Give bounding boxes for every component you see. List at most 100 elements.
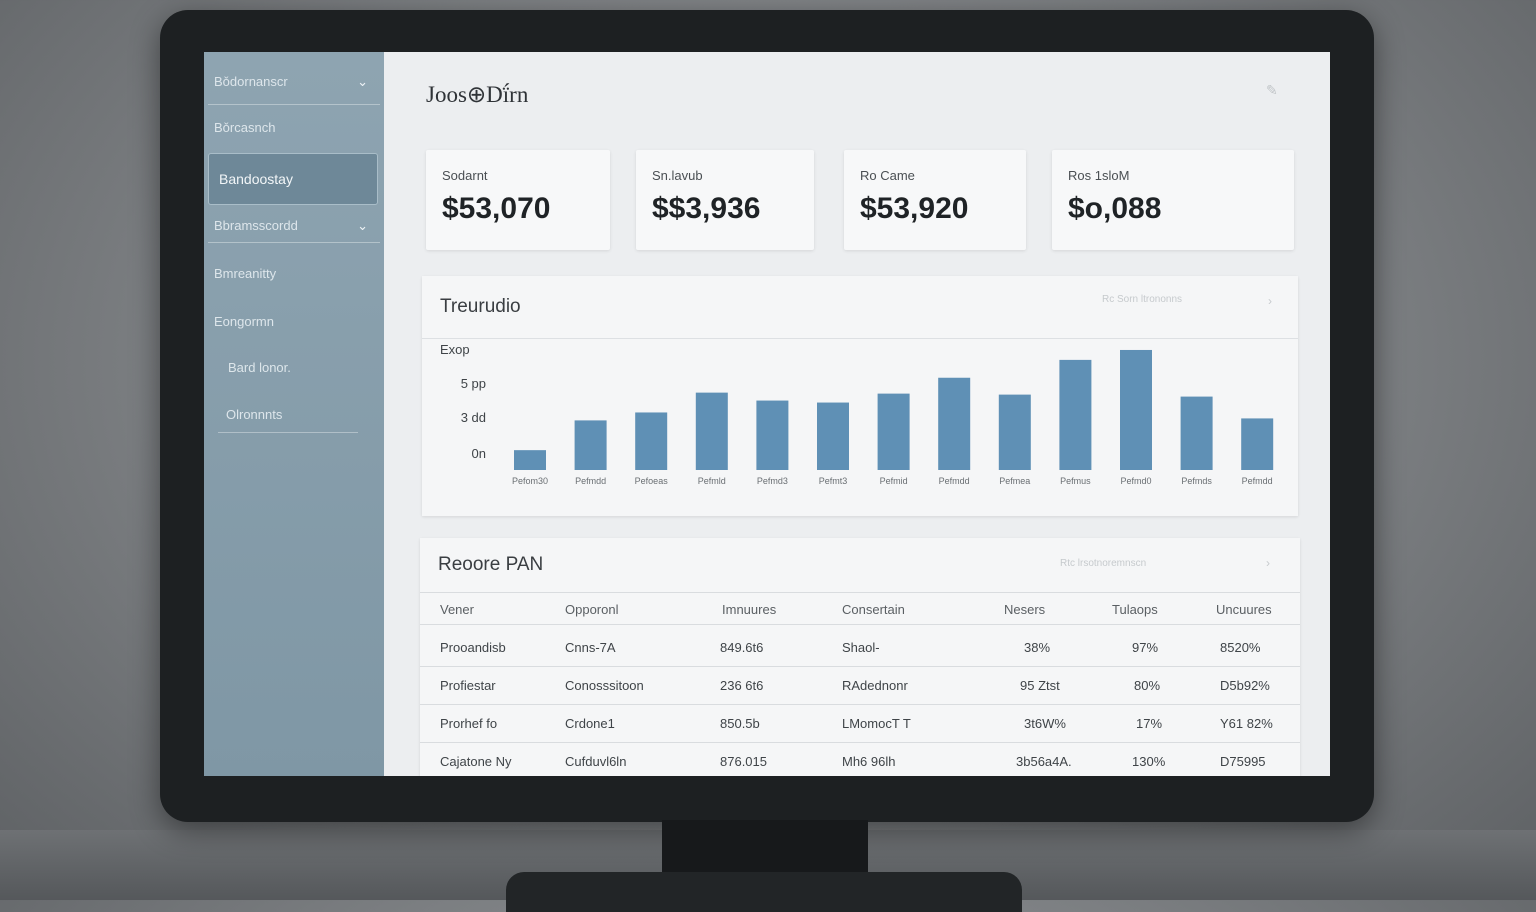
table-divider — [420, 666, 1300, 667]
x-tick-label: Pefmld — [698, 476, 726, 486]
column-header[interactable]: Imnuures — [722, 602, 777, 617]
table-cell: Shaol- — [842, 640, 880, 655]
bar — [1120, 349, 1152, 470]
sidebar-item-7[interactable]: Olronnnts — [226, 407, 394, 422]
bar — [817, 402, 849, 470]
kpi-value: $53,070 — [442, 192, 551, 225]
sidebar-divider — [218, 432, 358, 433]
y-tick-label: 3 dd — [461, 410, 486, 425]
y-tick-label: 5 pp — [461, 376, 486, 391]
chart-panel: Treurudio Rc Sorn ltrononns › Exop 5 pp 3 … — [422, 276, 1298, 516]
kpi-label: Ros 1sloM — [1068, 168, 1130, 183]
table-cell: 850.5b — [720, 716, 760, 731]
bar — [635, 412, 668, 470]
sidebar-item-label: Olronnnts — [226, 407, 283, 422]
bar — [1241, 418, 1274, 470]
column-header[interactable]: Opporonl — [565, 602, 619, 617]
x-tick-label: Pefmdd — [575, 476, 606, 486]
bar — [574, 420, 607, 470]
chevron-down-icon: ⌄ — [357, 74, 368, 89]
kpi-card[interactable]: Ros 1sloM $o,088 — [1052, 150, 1294, 250]
chevron-right-icon[interactable]: › — [1268, 294, 1272, 308]
sidebar-item-0[interactable]: Bǒdornanscr ⌄ — [214, 74, 382, 89]
table-cell: Mh6 96lh — [842, 754, 896, 769]
sidebar-divider — [208, 104, 380, 105]
bar — [998, 394, 1031, 470]
table-cell: Cnns-7A — [565, 640, 616, 655]
x-tick-label: Pefoeas — [635, 476, 669, 486]
chart-title: Treurudio — [440, 296, 521, 317]
table-cell: 3b56a4A. — [1016, 754, 1072, 769]
column-header[interactable]: Uncuures — [1216, 602, 1272, 617]
sidebar-item-label: Eongormn — [214, 314, 274, 329]
monitor-stand-neck — [662, 820, 868, 878]
chart-filter-label[interactable]: Rc Sorn ltrononns — [1102, 294, 1183, 305]
table-cell: 17% — [1136, 716, 1163, 731]
sidebar-item-4[interactable]: Bmreanitty — [214, 266, 382, 281]
table-cell: 38% — [1024, 640, 1051, 655]
table-cell: 95 Ztst — [1020, 678, 1060, 693]
table-cell: Profiestar — [440, 678, 496, 693]
table-cell: 8520% — [1220, 640, 1261, 655]
chevron-right-icon[interactable]: › — [1266, 556, 1270, 570]
column-header[interactable]: Consertain — [842, 602, 905, 617]
chevron-down-icon: ⌄ — [357, 218, 368, 233]
sidebar-item-6[interactable]: Bard lonor. — [228, 360, 396, 375]
sidebar-item-label: Bmreanitty — [214, 266, 277, 281]
x-tick-label: Pefmdd — [1242, 476, 1273, 486]
table-divider — [420, 742, 1300, 743]
table-cell: Prooandisb — [440, 640, 506, 655]
kpi-value: $o,088 — [1068, 192, 1162, 225]
column-header[interactable]: Vener — [440, 602, 474, 617]
table-cell: Crdone1 — [565, 716, 615, 731]
table-panel: Reoore PAN Rtc lrsotnoremnscn › Vener Op… — [420, 538, 1300, 776]
table-cell: Cufduvl6ln — [565, 754, 627, 769]
kpi-value: $$3,936 — [652, 192, 761, 225]
kpi-label: Sodarnt — [442, 168, 488, 183]
table-divider — [420, 592, 1300, 593]
monitor-screen: Bǒdornanscr ⌄ Bǒrcasnch Bandoostay Bbram… — [204, 52, 1330, 776]
bar — [756, 400, 789, 470]
x-tick-label: Pefmid — [880, 476, 908, 486]
table-cell: 876.015 — [720, 754, 767, 769]
bar-chart: Exop 5 pp 3 dd 0n Pefom30 Pefmdd Pefoeas Pefmld… — [440, 342, 1274, 486]
x-tick-label: Pefmus — [1060, 476, 1091, 486]
sidebar-item-label: Bbramsscordd — [214, 218, 298, 233]
table-cell: 3t6W% — [1024, 716, 1066, 731]
table-title: Reoore PAN — [438, 554, 544, 575]
table-cell: 130% — [1132, 754, 1166, 769]
x-tick-label: Pefmd0 — [1120, 476, 1151, 486]
table-cell: Y61 82% — [1220, 716, 1273, 731]
x-tick-label: Pefmds — [1181, 476, 1212, 486]
monitor-stand-base — [506, 872, 1022, 912]
sidebar-item-1[interactable]: Bǒrcasnch — [214, 120, 382, 135]
table-filter-label[interactable]: Rtc lrsotnoremnscn — [1060, 558, 1147, 569]
x-tick-label: Pefmdd — [939, 476, 970, 486]
x-tick-label: Pefom30 — [512, 476, 548, 486]
table-cell: LMomocT T — [842, 716, 911, 731]
y-tick-label: 0n — [472, 446, 486, 461]
table-cell: RAdednonr — [842, 678, 908, 693]
column-header[interactable]: Nesers — [1004, 602, 1046, 617]
column-header[interactable]: Tulaops — [1112, 602, 1158, 617]
table-cell: D75995 — [1220, 754, 1266, 769]
bar — [1059, 359, 1092, 470]
sidebar-item-5[interactable]: Eongormn — [214, 314, 382, 329]
bar — [695, 392, 728, 470]
edit-icon[interactable]: ✎ — [1266, 82, 1278, 98]
table-cell: 80% — [1134, 678, 1161, 693]
kpi-card[interactable]: Ro Came $53,920 — [844, 150, 1026, 250]
table-cell: 97% — [1132, 640, 1159, 655]
x-tick-label: Pefmea — [999, 476, 1030, 486]
sidebar-item-2-active[interactable]: Bandoostay — [208, 153, 378, 205]
table-cell: 236 6t6 — [720, 678, 764, 693]
kpi-card[interactable]: Sodarnt $53,070 — [426, 150, 610, 250]
sidebar-item-label: Bǒdornanscr — [214, 74, 288, 89]
table-cell: Prorhef fo — [440, 716, 498, 731]
table-cell: D5b92% — [1220, 678, 1270, 693]
table-divider — [420, 704, 1300, 705]
bar — [1180, 396, 1213, 470]
kpi-card[interactable]: Sn.lavub $$3,936 — [636, 150, 814, 250]
sidebar-item-3[interactable]: Bbramsscordd ⌄ — [214, 218, 382, 233]
page-title: Joos⊕Dḯrn — [426, 82, 529, 107]
